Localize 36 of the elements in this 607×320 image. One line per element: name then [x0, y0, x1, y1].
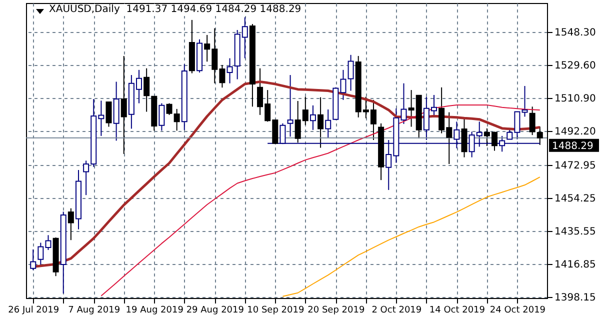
y-tick-label: 1416.85: [554, 260, 596, 271]
x-tick-label: 2 Oct 2019: [372, 306, 422, 316]
x-tick-label: 7 Aug 2019: [68, 306, 120, 316]
line-series: [100, 104, 540, 296]
candlestick: [30, 248, 36, 271]
y-tick-label: 1472.95: [554, 160, 596, 172]
x-tick-label: 29 Aug 2019: [186, 306, 244, 316]
candlestick: [536, 126, 543, 146]
y-tick-label: 1510.90: [554, 93, 596, 104]
y-tick-label: 1492.20: [554, 126, 596, 138]
candlestick: [287, 74, 294, 138]
candlestick: [529, 106, 536, 136]
candlestick: [68, 208, 74, 241]
x-tick-label: 24 Oct 2019: [490, 306, 546, 316]
y-tick-label: 1529.60: [554, 60, 596, 72]
y-tick-label: 1548.30: [554, 27, 596, 38]
candlestick: [325, 108, 332, 138]
x-tick-label: 10 Sep 2019: [247, 306, 304, 316]
candlestick: [461, 118, 468, 158]
y-tick-label: 1398.15: [554, 292, 596, 304]
ref-line-label: 1488.29: [552, 140, 594, 152]
candlestick: [106, 101, 112, 128]
candlestick: [348, 54, 354, 92]
y-tick-label: 1454.25: [554, 193, 596, 204]
x-tick-label: 26 Jul 2019: [8, 306, 60, 316]
x-tick-label: 14 Oct 2019: [429, 306, 486, 316]
candlestick: [310, 104, 316, 130]
line-series: [282, 176, 540, 297]
candlestick: [144, 68, 150, 112]
x-tick-label: 19 Aug 2019: [126, 306, 184, 316]
x-tick-label: 20 Sep 2019: [308, 306, 365, 316]
y-tick-label: 1435.55: [554, 226, 596, 238]
candlestick: [522, 85, 528, 118]
candlestick: [158, 102, 165, 132]
candlestick: [318, 96, 324, 148]
chart-title: XAUUSD,Daily 1491.37 1494.69 1484.29 1488.29: [47, 4, 304, 16]
